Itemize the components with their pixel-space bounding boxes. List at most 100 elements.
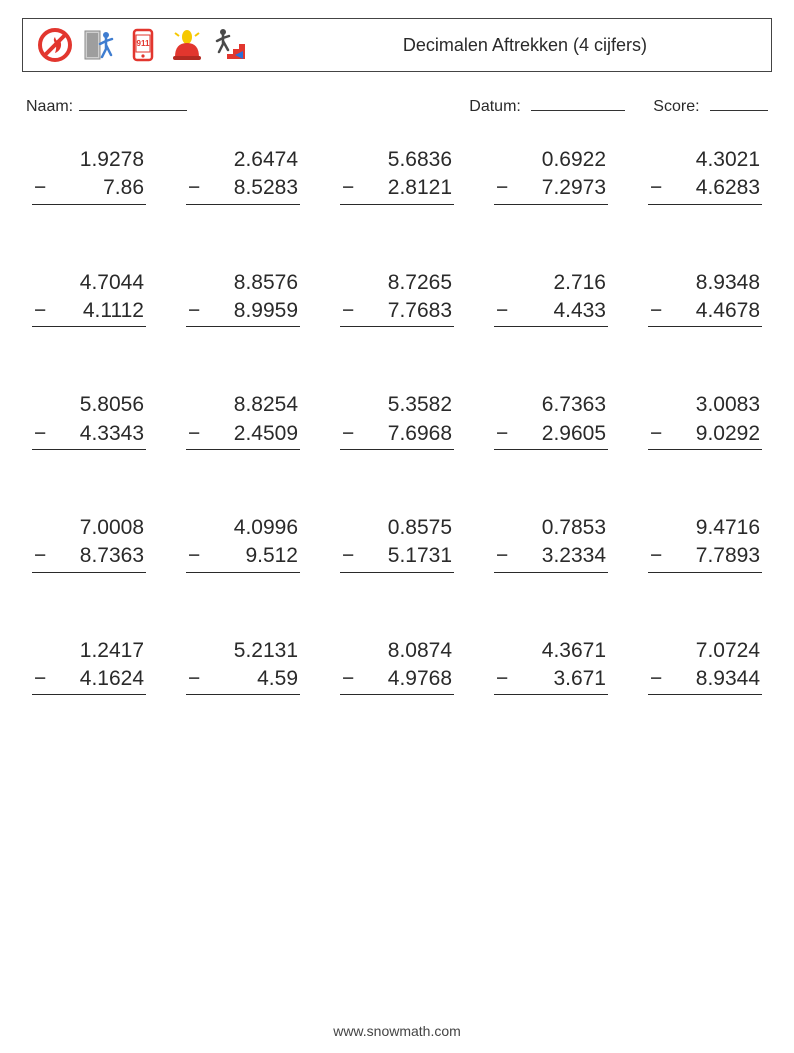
subtrahend: 4.3343 bbox=[80, 420, 146, 448]
operation-symbol: − bbox=[494, 174, 512, 202]
siren-icon bbox=[169, 27, 205, 63]
minuend: 8.0874 bbox=[388, 637, 454, 665]
problem: 8.0874−4.9768 bbox=[340, 637, 454, 696]
operation-symbol: − bbox=[32, 420, 50, 448]
exit-icon bbox=[81, 27, 117, 63]
subtrahend-row: −9.0292 bbox=[648, 420, 762, 450]
problem: 4.3671−3.671 bbox=[494, 637, 608, 696]
operation-symbol: − bbox=[494, 665, 512, 693]
header-box: 911 Decimalen Aftrekken (4 cijfers) bbox=[22, 18, 772, 72]
problem: 8.8254−2.4509 bbox=[186, 391, 300, 450]
problem: 5.8056 − 4.3343 bbox=[32, 391, 146, 450]
subtrahend: 8.7363 bbox=[80, 542, 146, 570]
problem: 0.6922−7.2973 bbox=[494, 146, 608, 205]
subtrahend: 4.433 bbox=[553, 297, 608, 325]
name-field: Naam: bbox=[26, 96, 187, 116]
phone-911-text: 911 bbox=[137, 39, 150, 48]
problem: 0.7853−3.2334 bbox=[494, 514, 608, 573]
subtrahend: 4.9768 bbox=[388, 665, 454, 693]
minuend: 4.0996 bbox=[234, 514, 300, 542]
minuend: 8.9348 bbox=[696, 269, 762, 297]
minuend: 9.4716 bbox=[696, 514, 762, 542]
meta-row: Naam: Datum: Score: bbox=[22, 96, 772, 116]
operation-symbol: − bbox=[32, 174, 50, 202]
subtrahend: 8.9344 bbox=[696, 665, 762, 693]
minuend: 0.6922 bbox=[542, 146, 608, 174]
minuend: 8.8576 bbox=[234, 269, 300, 297]
minuend: 4.3671 bbox=[542, 637, 608, 665]
operation-symbol: − bbox=[32, 665, 50, 693]
minuend: 5.6836 bbox=[388, 146, 454, 174]
operation-symbol: − bbox=[340, 297, 358, 325]
minuend: 1.2417 bbox=[80, 637, 146, 665]
operation-symbol: − bbox=[186, 665, 204, 693]
minuend: 7.0008 bbox=[80, 514, 146, 542]
problem: 5.6836 − 2.8121 bbox=[340, 146, 454, 205]
problem: 7.0008−8.7363 bbox=[32, 514, 146, 573]
minuend: 5.8056 bbox=[80, 391, 146, 419]
minuend: 4.3021 bbox=[696, 146, 762, 174]
minuend: 4.7044 bbox=[80, 269, 146, 297]
problem: 8.9348 − 4.4678 bbox=[648, 269, 762, 328]
name-blank[interactable] bbox=[79, 96, 187, 111]
subtrahend-row: −3.671 bbox=[494, 665, 608, 695]
worksheet-title: Decimalen Aftrekken (4 cijfers) bbox=[403, 35, 647, 56]
operation-symbol: − bbox=[340, 542, 358, 570]
problem: 1.2417−4.1624 bbox=[32, 637, 146, 696]
operation-symbol: − bbox=[340, 174, 358, 202]
header-icons: 911 bbox=[37, 27, 249, 63]
subtrahend-row: −4.9768 bbox=[340, 665, 454, 695]
minuend: 1.9278 bbox=[80, 146, 146, 174]
problem: 8.8576−8.9959 bbox=[186, 269, 300, 328]
subtrahend: 2.8121 bbox=[388, 174, 454, 202]
subtrahend: 4.4678 bbox=[696, 297, 762, 325]
subtrahend-row: − 4.4678 bbox=[648, 297, 762, 327]
subtrahend-row: −5.1731 bbox=[340, 542, 454, 572]
minuend: 6.7363 bbox=[542, 391, 608, 419]
subtrahend: 9.512 bbox=[245, 542, 300, 570]
subtrahend: 8.5283 bbox=[234, 174, 300, 202]
stairs-down-icon bbox=[213, 27, 249, 63]
problem: 2.716 − 4.433 bbox=[494, 269, 608, 328]
operation-symbol: − bbox=[648, 542, 666, 570]
operation-symbol: − bbox=[186, 542, 204, 570]
subtrahend-row: −4.6283 bbox=[648, 174, 762, 204]
subtrahend: 4.6283 bbox=[696, 174, 762, 202]
subtrahend: 7.7893 bbox=[696, 542, 762, 570]
date-blank[interactable] bbox=[531, 96, 625, 111]
subtrahend-row: − 9.512 bbox=[186, 542, 300, 572]
subtrahend-row: −4.59 bbox=[186, 665, 300, 695]
subtrahend: 3.2334 bbox=[542, 542, 608, 570]
problem: 4.3021−4.6283 bbox=[648, 146, 762, 205]
minuend: 5.2131 bbox=[234, 637, 300, 665]
minuend: 0.7853 bbox=[542, 514, 608, 542]
subtrahend-row: −8.9344 bbox=[648, 665, 762, 695]
subtrahend: 7.6968 bbox=[388, 420, 454, 448]
subtrahend-row: − 4.433 bbox=[494, 297, 608, 327]
subtrahend-row: − 7.6968 bbox=[340, 420, 454, 450]
name-label: Naam: bbox=[26, 98, 73, 116]
subtrahend-row: −8.9959 bbox=[186, 297, 300, 327]
subtrahend-row: − 4.3343 bbox=[32, 420, 146, 450]
operation-symbol: − bbox=[186, 174, 204, 202]
operation-symbol: − bbox=[340, 420, 358, 448]
problem: 7.0724−8.9344 bbox=[648, 637, 762, 696]
subtrahend: 7.7683 bbox=[388, 297, 454, 325]
problem: 9.4716 − 7.7893 bbox=[648, 514, 762, 573]
subtrahend-row: − 2.8121 bbox=[340, 174, 454, 204]
subtrahend: 2.4509 bbox=[234, 420, 300, 448]
operation-symbol: − bbox=[186, 297, 204, 325]
operation-symbol: − bbox=[648, 297, 666, 325]
problem: 1.9278−7.86 bbox=[32, 146, 146, 205]
operation-symbol: − bbox=[494, 297, 512, 325]
minuend: 8.8254 bbox=[234, 391, 300, 419]
phone-911-icon: 911 bbox=[125, 27, 161, 63]
problem: 4.0996 − 9.512 bbox=[186, 514, 300, 573]
subtrahend-row: −2.4509 bbox=[186, 420, 300, 450]
subtrahend-row: −7.86 bbox=[32, 174, 146, 204]
score-field: Score: bbox=[653, 96, 768, 116]
minuend: 2.716 bbox=[553, 269, 608, 297]
minuend: 8.7265 bbox=[388, 269, 454, 297]
problem: 5.2131−4.59 bbox=[186, 637, 300, 696]
score-blank[interactable] bbox=[710, 96, 768, 111]
